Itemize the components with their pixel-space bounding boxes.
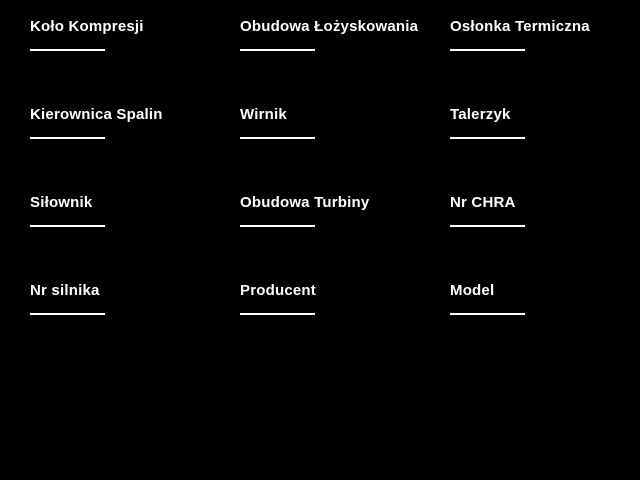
field-label-col3-row3: Producent (240, 282, 430, 299)
field-label-col3-row4: Model (450, 282, 640, 299)
field-col3-row4[interactable]: Model (450, 282, 640, 315)
field-label-col1-row1: Koło Kompresji (30, 18, 220, 35)
field-label-col2-row1: Wirnik (240, 106, 430, 123)
field-label-col1-row3: Osłonka Termiczna (450, 18, 640, 35)
field-col3-row2[interactable]: Nr silnika (30, 282, 220, 315)
field-label-col3-row2: Nr silnika (30, 282, 220, 299)
field-col1-row4[interactable]: Kierownica Spalin (30, 106, 220, 139)
field-underline-col3-row3[interactable] (240, 313, 315, 315)
field-underline-col3-row4[interactable] (450, 313, 525, 315)
field-underline-col1-row4[interactable] (30, 137, 105, 139)
field-col1-row1[interactable]: Koło Kompresji (30, 18, 220, 51)
field-label-col2-row3: Siłownik (30, 194, 220, 211)
form-fields-grid: Koło Kompresji Obudowa Łożyskowania Osło… (30, 18, 640, 315)
field-underline-col1-row3[interactable] (450, 49, 525, 51)
field-col2-row4[interactable]: Obudowa Turbiny (240, 194, 430, 227)
field-label-col2-row2: Talerzyk (450, 106, 640, 123)
form-page: Koło Kompresji Obudowa Łożyskowania Osło… (0, 0, 640, 480)
field-underline-col2-row3[interactable] (30, 225, 105, 227)
field-col1-row2[interactable]: Obudowa Łożyskowania (240, 18, 430, 51)
field-label-col3-row1: Nr CHRA (450, 194, 640, 211)
field-underline-col2-row4[interactable] (240, 225, 315, 227)
field-underline-col2-row1[interactable] (240, 137, 315, 139)
field-col2-row2[interactable]: Talerzyk (450, 106, 640, 139)
field-label-col1-row4: Kierownica Spalin (30, 106, 220, 123)
field-underline-col2-row2[interactable] (450, 137, 525, 139)
field-label-col2-row4: Obudowa Turbiny (240, 194, 430, 211)
field-underline-col3-row2[interactable] (30, 313, 105, 315)
field-col3-row3[interactable]: Producent (240, 282, 430, 315)
field-col2-row1[interactable]: Wirnik (240, 106, 430, 139)
field-label-col1-row2: Obudowa Łożyskowania (240, 18, 430, 35)
field-col1-row3[interactable]: Osłonka Termiczna (450, 18, 640, 51)
field-col2-row3[interactable]: Siłownik (30, 194, 220, 227)
field-underline-col1-row2[interactable] (240, 49, 315, 51)
field-underline-col1-row1[interactable] (30, 49, 105, 51)
field-col3-row1[interactable]: Nr CHRA (450, 194, 640, 227)
field-underline-col3-row1[interactable] (450, 225, 525, 227)
